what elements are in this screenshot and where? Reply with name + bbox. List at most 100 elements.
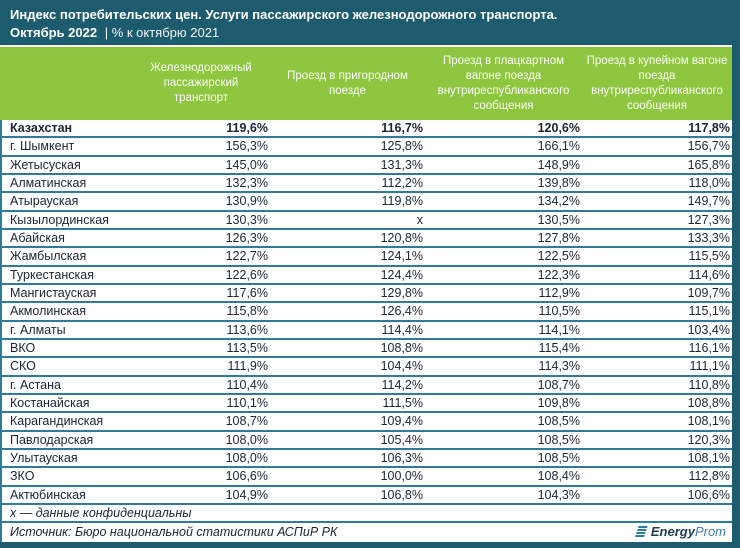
region-cell: Алматинская [10, 176, 87, 191]
table-row: СКО 111,9% 104,4% 114,3% 111,1% [2, 358, 732, 377]
value-cell: 108,7% [537, 377, 580, 392]
region-cell: г. Шымкент [10, 139, 75, 154]
header-divider [0, 45, 740, 47]
value-cell: 145,0% [225, 157, 268, 172]
table-row: Акмолинская 115,8% 126,4% 110,5% 115,1% [2, 303, 732, 322]
value-cell: 114,4% [381, 322, 423, 337]
value-cell: 119,8% [381, 194, 423, 209]
region-cell: Казахстан [10, 121, 73, 136]
value-cell: 126,4% [380, 304, 423, 319]
value-cell: 115,8% [226, 304, 268, 319]
value-cell: 114,6% [688, 267, 730, 282]
energyprom-logo: EnergyProm [634, 523, 726, 539]
value-cell: 113,6% [226, 322, 268, 337]
value-cell: 134,2% [537, 194, 580, 209]
value-cell: 103,4% [687, 322, 730, 337]
value-cell: 114,3% [538, 359, 580, 374]
value-cell: 120,8% [380, 231, 423, 246]
right-edge-bar [732, 0, 740, 548]
region-cell: Кызылординская [10, 212, 109, 227]
table-row: г. Астана 110,4% 114,2% 108,7% 110,8% [2, 377, 732, 395]
value-cell: 110,8% [688, 377, 730, 392]
value-cell: 108,0% [225, 432, 268, 447]
value-cell: 110,4% [226, 377, 268, 392]
value-cell: 108,8% [687, 396, 730, 411]
table-row: Атырауская 130,9% 119,8% 134,2% 149,7% [2, 193, 732, 212]
energyprom-logo-icon [634, 525, 648, 537]
table-row: Кызылординская 130,3% х 130,5% 127,3% [2, 212, 732, 230]
region-cell: Акмолинская [10, 304, 86, 319]
value-cell: 110,5% [538, 304, 580, 319]
region-cell: Улытауская [10, 451, 78, 466]
column-header-suburban-train: Проезд в пригородном поезде [287, 69, 408, 97]
value-cell: 122,3% [537, 267, 580, 282]
value-cell: 148,9% [537, 157, 580, 172]
value-cell: 125,8% [380, 139, 423, 154]
value-cell: 156,7% [687, 139, 730, 154]
region-cell: Мангистауская [10, 286, 97, 301]
value-cell: 139,8% [537, 176, 580, 191]
source-text: Источник: Бюро национальной статистики А… [10, 525, 338, 540]
region-cell: Атырауская [10, 194, 79, 209]
region-cell: Карагандинская [10, 414, 104, 429]
value-cell: 112,2% [381, 176, 423, 191]
logo-text-bold: Energy [650, 523, 695, 539]
value-cell: 115,4% [538, 341, 580, 356]
region-cell: ЗКО [10, 469, 35, 484]
value-cell: 108,5% [537, 432, 580, 447]
value-cell: 126,3% [225, 231, 268, 246]
value-cell: 106,6% [687, 487, 730, 502]
value-cell: 113,5% [226, 341, 268, 356]
region-cell: Павлодарская [10, 432, 94, 447]
value-cell: 120,3% [687, 432, 730, 447]
value-cell: 130,5% [537, 212, 580, 227]
value-cell: 117,6% [226, 286, 268, 301]
bottom-edge-bar [0, 541, 740, 548]
logo-text-regular: Prom [694, 523, 726, 539]
table-row: г. Алматы 113,6% 114,4% 114,1% 103,4% [2, 322, 732, 340]
value-cell: 122,6% [225, 267, 268, 282]
table-header-row: Железнодорожный пассажирский транспорт П… [0, 47, 732, 120]
comparison-label: | % к октябрю 2021 [104, 25, 220, 40]
value-cell: 120,6% [537, 121, 580, 136]
region-cell: Туркестанская [10, 267, 94, 282]
value-cell: 108,4% [537, 469, 580, 484]
value-cell: 116,1% [688, 341, 730, 356]
value-cell: 112,9% [538, 286, 580, 301]
value-cell: 124,1% [380, 249, 423, 264]
table-row: Карагандинская 108,7% 109,4% 108,5% 108,1% [2, 413, 732, 432]
value-cell: 108,1% [687, 414, 730, 429]
value-cell: 104,4% [380, 359, 423, 374]
value-cell: 108,5% [537, 414, 580, 429]
value-cell: 166,1% [537, 139, 580, 154]
value-cell: 115,5% [688, 249, 730, 264]
region-cell: Костанайская [10, 396, 90, 411]
value-cell: 130,9% [225, 194, 268, 209]
value-cell: 111,5% [382, 396, 423, 411]
region-cell: Актюбинская [10, 487, 86, 502]
value-cell: 108,7% [225, 414, 268, 429]
table-row: Туркестанская 122,6% 124,4% 122,3% 114,6% [2, 267, 732, 285]
value-cell: 106,6% [225, 469, 268, 484]
region-cell: СКО [10, 359, 36, 374]
value-cell: 109,7% [687, 286, 730, 301]
value-cell: 127,8% [537, 231, 580, 246]
value-cell: 132,3% [225, 176, 268, 191]
page-subtitle: Октябрь 2022 | % к октябрю 2021 [10, 24, 730, 41]
column-header-rail-transport: Железнодорожный пассажирский транспорт [150, 62, 252, 104]
region-cell: Жамбылская [10, 249, 87, 264]
region-cell: Жетысуская [10, 157, 81, 172]
value-cell: 109,8% [537, 396, 580, 411]
table-row: Жетысуская 145,0% 131,3% 148,9% 165,8% [2, 157, 732, 175]
table-row: Костанайская 110,1% 111,5% 109,8% 108,8% [2, 395, 732, 414]
footnote-row: х — данные конфиденциальны [0, 504, 732, 523]
value-cell: 110,1% [226, 396, 268, 411]
value-cell: 119,6% [226, 121, 268, 136]
value-cell: 116,7% [381, 121, 423, 136]
table-row: Павлодарская 108,0% 105,4% 108,5% 120,3% [2, 432, 732, 450]
column-header-coupe: Проезд в купейном вагоне поезда внутрире… [586, 54, 728, 112]
table-row: Абайская 126,3% 120,8% 127,8% 133,3% [2, 230, 732, 249]
value-cell: 165,8% [687, 157, 730, 172]
table-row: Алматинская 132,3% 112,2% 139,8% 118,0% [2, 175, 732, 194]
confidential-note: х — данные конфиденциальны [10, 505, 192, 520]
